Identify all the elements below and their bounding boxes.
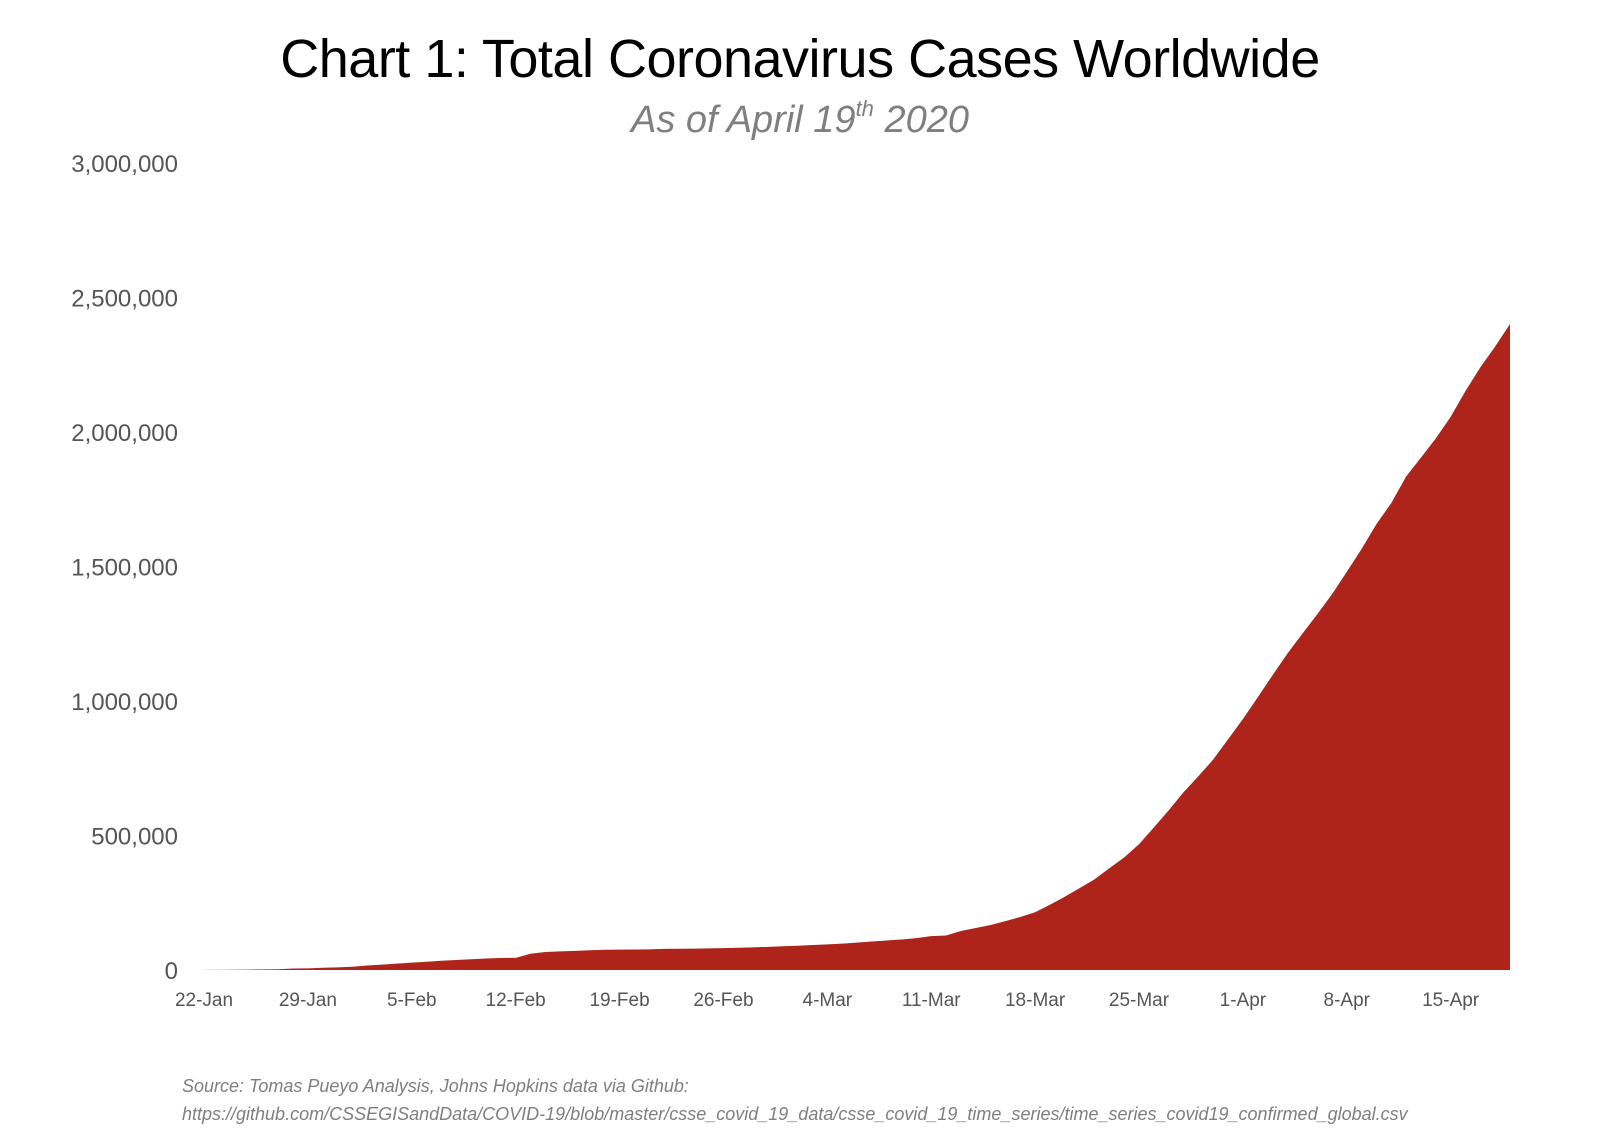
subtitle-superscript: th bbox=[855, 96, 874, 121]
source-note: Source: Tomas Pueyo Analysis, Johns Hopk… bbox=[182, 1072, 1408, 1128]
x-tick-label: 22-Jan bbox=[175, 990, 233, 1011]
x-tick-label: 8-Apr bbox=[1324, 990, 1371, 1011]
subtitle-prefix: As of April 19 bbox=[630, 99, 856, 141]
y-tick-label: 500,000 bbox=[91, 824, 178, 851]
y-tick-label: 2,000,000 bbox=[71, 420, 178, 447]
chart-title: Chart 1: Total Coronavirus Cases Worldwi… bbox=[280, 29, 1320, 89]
x-tick-label: 26-Feb bbox=[693, 990, 753, 1011]
x-tick-label: 4-Mar bbox=[803, 990, 853, 1011]
y-tick-label: 1,500,000 bbox=[71, 555, 178, 582]
subtitle-suffix: 2020 bbox=[873, 99, 970, 141]
area-chart: 0 500,000 1,000,000 1,500,000 2,000,000 2,500… bbox=[71, 151, 1510, 1011]
chart-subtitle: As of April 19th 2020 bbox=[0, 96, 1600, 142]
source-line-2: https://github.com/CSSEGISandData/COVID-… bbox=[182, 1104, 1408, 1124]
x-tick-label: 1-Apr bbox=[1220, 990, 1267, 1011]
x-tick-label: 18-Mar bbox=[1005, 990, 1066, 1011]
y-tick-label: 3,000,000 bbox=[71, 151, 178, 178]
x-tick-label: 19-Feb bbox=[589, 990, 649, 1011]
x-tick-label: 11-Mar bbox=[902, 990, 961, 1011]
x-tick-label: 5-Feb bbox=[387, 990, 437, 1011]
source-line-1: Source: Tomas Pueyo Analysis, Johns Hopk… bbox=[182, 1076, 689, 1096]
x-tick-label: 15-Apr bbox=[1422, 990, 1480, 1011]
x-tick-label: 25-Mar bbox=[1109, 990, 1170, 1011]
y-tick-label: 1,000,000 bbox=[71, 689, 178, 716]
y-tick-label: 0 bbox=[165, 958, 178, 985]
y-tick-label: 2,500,000 bbox=[71, 286, 178, 313]
x-tick-label: 12-Feb bbox=[486, 990, 546, 1011]
x-tick-label: 29-Jan bbox=[279, 990, 337, 1011]
area-series bbox=[204, 324, 1510, 970]
